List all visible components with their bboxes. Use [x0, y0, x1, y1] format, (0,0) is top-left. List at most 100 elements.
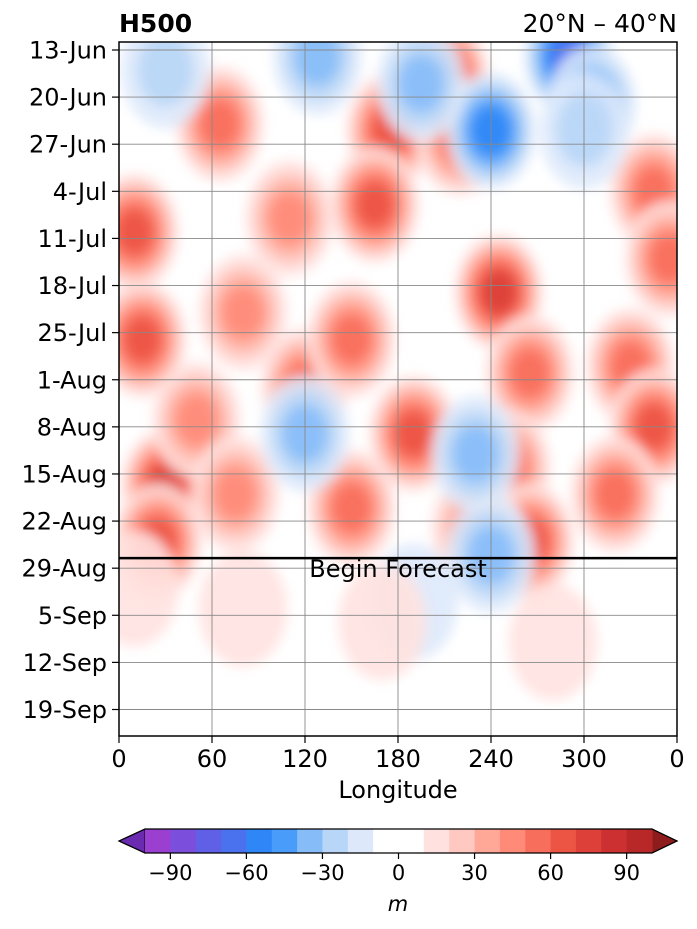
plot-area: Begin Forecast [118, 41, 678, 737]
colorbar-tick-label: −30 [300, 861, 344, 885]
anomaly-blob [119, 173, 179, 290]
anomaly-blob [571, 436, 659, 553]
anomaly-blob [454, 234, 543, 351]
y-tick-label: 13-Jun [29, 37, 107, 65]
anomaly-contour [482, 271, 516, 313]
colorbar-tick-label: −60 [224, 861, 268, 885]
anomaly-contour [333, 316, 370, 363]
y-tick-label: 5-Sep [38, 602, 107, 630]
x-tick-label: 60 [197, 745, 228, 773]
colorbar-swatch [297, 829, 323, 853]
anomaly-contour [215, 469, 256, 520]
anomaly-blob [119, 281, 187, 398]
anomaly-field [119, 42, 677, 701]
anomaly-contour [650, 235, 677, 282]
colorbar-swatch [271, 829, 298, 853]
forecast-label: Begin Forecast [309, 555, 487, 583]
colorbar-swatch [601, 829, 628, 853]
x-tick-label: 120 [282, 745, 328, 773]
colorbar-swatch [221, 829, 247, 853]
y-tick-label: 19-Sep [23, 696, 107, 724]
colorbar-swatch [525, 829, 552, 853]
colorbar-swatch [575, 829, 602, 853]
y-tick-label: 25-Jul [38, 319, 108, 347]
anomaly-contour [223, 287, 263, 338]
anomaly-blob [191, 436, 280, 553]
anomaly-contour [176, 395, 217, 446]
anomaly-blob [199, 550, 287, 667]
x-tick-label: 240 [468, 745, 514, 773]
anomaly-contour [269, 193, 310, 244]
anomaly-contour [119, 210, 152, 254]
grid [118, 42, 678, 736]
anomaly-contour [511, 350, 549, 396]
colorbar-tick-label: −90 [148, 861, 192, 885]
y-tick-label: 12-Sep [23, 649, 107, 677]
anomaly-blob [199, 254, 287, 371]
x-tick-label: 300 [561, 745, 607, 773]
anomaly-contour [396, 412, 431, 455]
colorbar-swatch [170, 829, 197, 853]
anomaly-blob [119, 530, 179, 647]
x-tick-label: 0 [669, 745, 684, 773]
colorbar-label: m [388, 892, 408, 916]
anomaly-blob [121, 42, 210, 129]
colorbar-swatch [373, 829, 425, 853]
colorbar-swatch [474, 829, 501, 853]
anomaly-contour [119, 530, 179, 647]
y-tick-label: 8-Aug [37, 413, 107, 441]
colorbar-swatch [322, 829, 349, 853]
anomaly-blob [273, 42, 362, 115]
anomaly-contour [294, 42, 341, 86]
colorbar-outline [117, 828, 679, 854]
y-tick-label: 22-Aug [21, 508, 107, 536]
y-tick-label: 29-Aug [21, 555, 107, 583]
colorbar-swatch [626, 829, 653, 853]
anomaly-blob [245, 160, 334, 277]
y-tick-label: 27-Jun [29, 131, 107, 159]
colorbar-swatch [550, 829, 577, 853]
colorbar-tick-label: 60 [537, 861, 564, 885]
y-axis: 13-Jun 20-Jun 27-Jun 4-Jul 11-Jul 18-Jul 25-Ju… [21, 37, 119, 724]
x-tick-label: 0 [111, 745, 126, 773]
colorbar-swatch [246, 829, 273, 853]
anomaly-contour [357, 183, 393, 227]
anomaly-contour [338, 564, 427, 681]
anomaly-blob [431, 395, 520, 512]
y-tick-label: 20-Jun [29, 84, 107, 112]
anomaly-contour [199, 550, 287, 667]
colorbar-swatch [347, 829, 374, 853]
anomaly-contour [137, 42, 194, 107]
colorbar-swatch [423, 829, 450, 853]
colorbar-tick-label: 90 [613, 861, 640, 885]
y-tick-label: 15-Aug [21, 460, 107, 488]
anomaly-blob [377, 42, 466, 142]
title-left: H500 [119, 9, 192, 38]
x-axis-label: Longitude [338, 776, 457, 804]
colorbar-swatch [499, 829, 526, 853]
anomaly-contour [124, 318, 160, 361]
y-tick-label: 11-Jul [38, 225, 108, 253]
anomaly-blob [307, 281, 396, 398]
colorbar-swatch [145, 829, 171, 853]
anomaly-blob [330, 146, 419, 263]
colorbar-tick-label: 30 [461, 861, 488, 885]
anomaly-contour [398, 54, 444, 113]
colorbar-extend-high [651, 828, 679, 854]
y-tick-label: 4-Jul [53, 178, 107, 206]
anomaly-contour [596, 471, 634, 517]
colorbar-extend-low [117, 828, 146, 854]
anomaly-contour [509, 584, 597, 701]
anomaly-contour [201, 101, 239, 147]
colorbar: −90 −60 −30 0 30 60 90 [117, 828, 679, 885]
anomaly-blob [338, 564, 427, 681]
colorbar-swatch [449, 829, 476, 853]
y-tick-label: 1-Aug [37, 366, 107, 394]
x-tick-label: 180 [375, 745, 421, 773]
anomaly-blob [485, 315, 574, 432]
anomaly-contour [333, 484, 370, 531]
colorbar-swatch [195, 829, 222, 853]
title-right: 20°N – 40°N [523, 9, 677, 38]
y-tick-label: 18-Jul [38, 272, 108, 300]
